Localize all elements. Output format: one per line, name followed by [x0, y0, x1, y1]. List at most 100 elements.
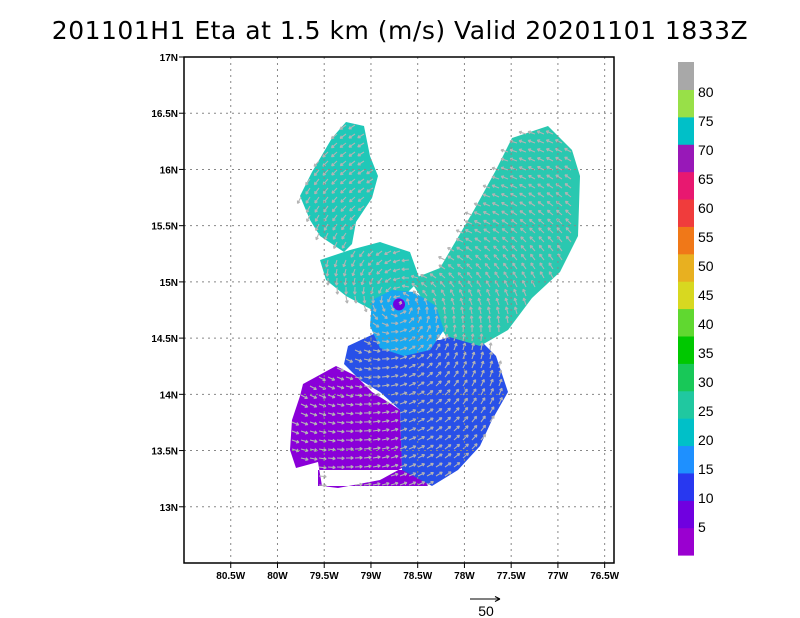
wind-vector: [323, 205, 329, 213]
wind-vector: [491, 175, 500, 180]
wind-vector: [399, 463, 408, 468]
wind-vector: [426, 371, 434, 378]
wind-vector: [354, 367, 363, 372]
wind-vector: [340, 214, 347, 222]
wind-vector: [345, 438, 354, 443]
wind-vector: [511, 245, 518, 252]
wind-vector: [363, 358, 372, 363]
wind-vector: [495, 306, 500, 315]
wind-vector: [318, 394, 327, 399]
wind-vector: [372, 304, 377, 313]
wind-vector: [390, 347, 399, 352]
wind-vector: [460, 315, 465, 324]
wind-vector: [357, 160, 365, 166]
wind-vector: [359, 250, 365, 258]
wind-vector: [372, 455, 381, 460]
wind-vector: [564, 183, 572, 189]
wind-vector: [372, 419, 381, 424]
wind-vector: [510, 192, 518, 198]
wind-vector: [426, 399, 434, 405]
lon-tick-label: 76.5W: [590, 571, 619, 582]
wind-vector: [399, 328, 408, 333]
wind-vector: [408, 427, 417, 432]
wind-vector: [354, 411, 363, 416]
wind-vector: [518, 157, 527, 162]
wind-vector: [417, 417, 425, 423]
colorbar-segment: [678, 144, 694, 173]
colorbar-label: 70: [698, 142, 714, 158]
wind-vector: [492, 210, 500, 216]
wind-vector: [465, 254, 473, 261]
wind-vector: [483, 237, 491, 243]
wind-vector: [357, 178, 365, 184]
wind-vector: [408, 354, 416, 360]
wind-vector: [547, 235, 554, 243]
colorbar-segment: [678, 472, 694, 501]
wind-vector: [384, 250, 392, 255]
wind-vector: [438, 272, 446, 279]
wind-vector: [426, 408, 434, 414]
wind-vector: [513, 288, 518, 297]
colorbar-label: 10: [698, 490, 714, 506]
wind-vector: [471, 351, 476, 360]
wind-vector: [305, 187, 311, 195]
lat-tick-label: 15N: [160, 278, 178, 289]
wind-vector: [390, 418, 399, 423]
wind-vector: [462, 452, 470, 459]
wind-vector: [546, 192, 554, 198]
wind-vector: [291, 439, 300, 444]
wind-vector: [364, 402, 372, 406]
wind-vector: [483, 245, 491, 252]
colorbar-label: 35: [698, 345, 714, 361]
wind-vector: [399, 436, 408, 441]
wind-vector: [381, 401, 390, 406]
wind-vector: [510, 227, 518, 234]
colorbar-segment: [678, 116, 694, 145]
storm-center: [393, 298, 405, 311]
wind-vector: [474, 228, 482, 234]
wind-vector: [536, 139, 545, 144]
wind-vector: [336, 447, 345, 452]
wind-vector: [482, 184, 491, 189]
wind-vector: [504, 297, 509, 306]
wind-vector: [363, 437, 372, 442]
wind-vector: [300, 394, 308, 400]
wind-vector: [341, 232, 347, 240]
wind-vector: [351, 268, 356, 277]
wind-vector: [539, 262, 545, 270]
wind-vector: [348, 178, 356, 185]
wind-vector: [402, 291, 410, 297]
wind-vector: [473, 211, 482, 216]
colorbar-label: 45: [698, 287, 714, 303]
wind-vector: [345, 402, 354, 407]
wind-vector: [502, 253, 509, 261]
wind-vector: [315, 232, 320, 241]
wind-vector: [327, 421, 336, 425]
wind-vector: [547, 244, 554, 252]
wind-vector: [314, 214, 320, 222]
wind-vector: [359, 259, 365, 267]
wind-vector: [346, 456, 354, 460]
wind-vector: [325, 268, 330, 277]
wind-vector: [493, 262, 500, 270]
wind-vector: [489, 360, 494, 369]
wind-vector: [372, 464, 381, 469]
wind-vector: [399, 373, 408, 378]
wind-vector: [486, 297, 491, 306]
wind-vector: [464, 220, 473, 225]
wind-vector: [366, 169, 374, 175]
wind-vector: [503, 271, 509, 279]
wind-vector: [399, 445, 408, 450]
wind-vector: [372, 383, 381, 388]
wind-vector: [519, 192, 527, 198]
wind-vector: [399, 346, 408, 351]
wind-vector: [339, 178, 347, 185]
wind-vector: [390, 356, 399, 360]
wind-vector: [522, 288, 527, 297]
wind-vector: [537, 218, 545, 225]
wind-vector: [426, 353, 433, 360]
wind-vector: [518, 148, 527, 153]
wind-vector: [340, 196, 347, 203]
wind-vector: [381, 339, 390, 344]
wind-vector: [462, 406, 469, 414]
